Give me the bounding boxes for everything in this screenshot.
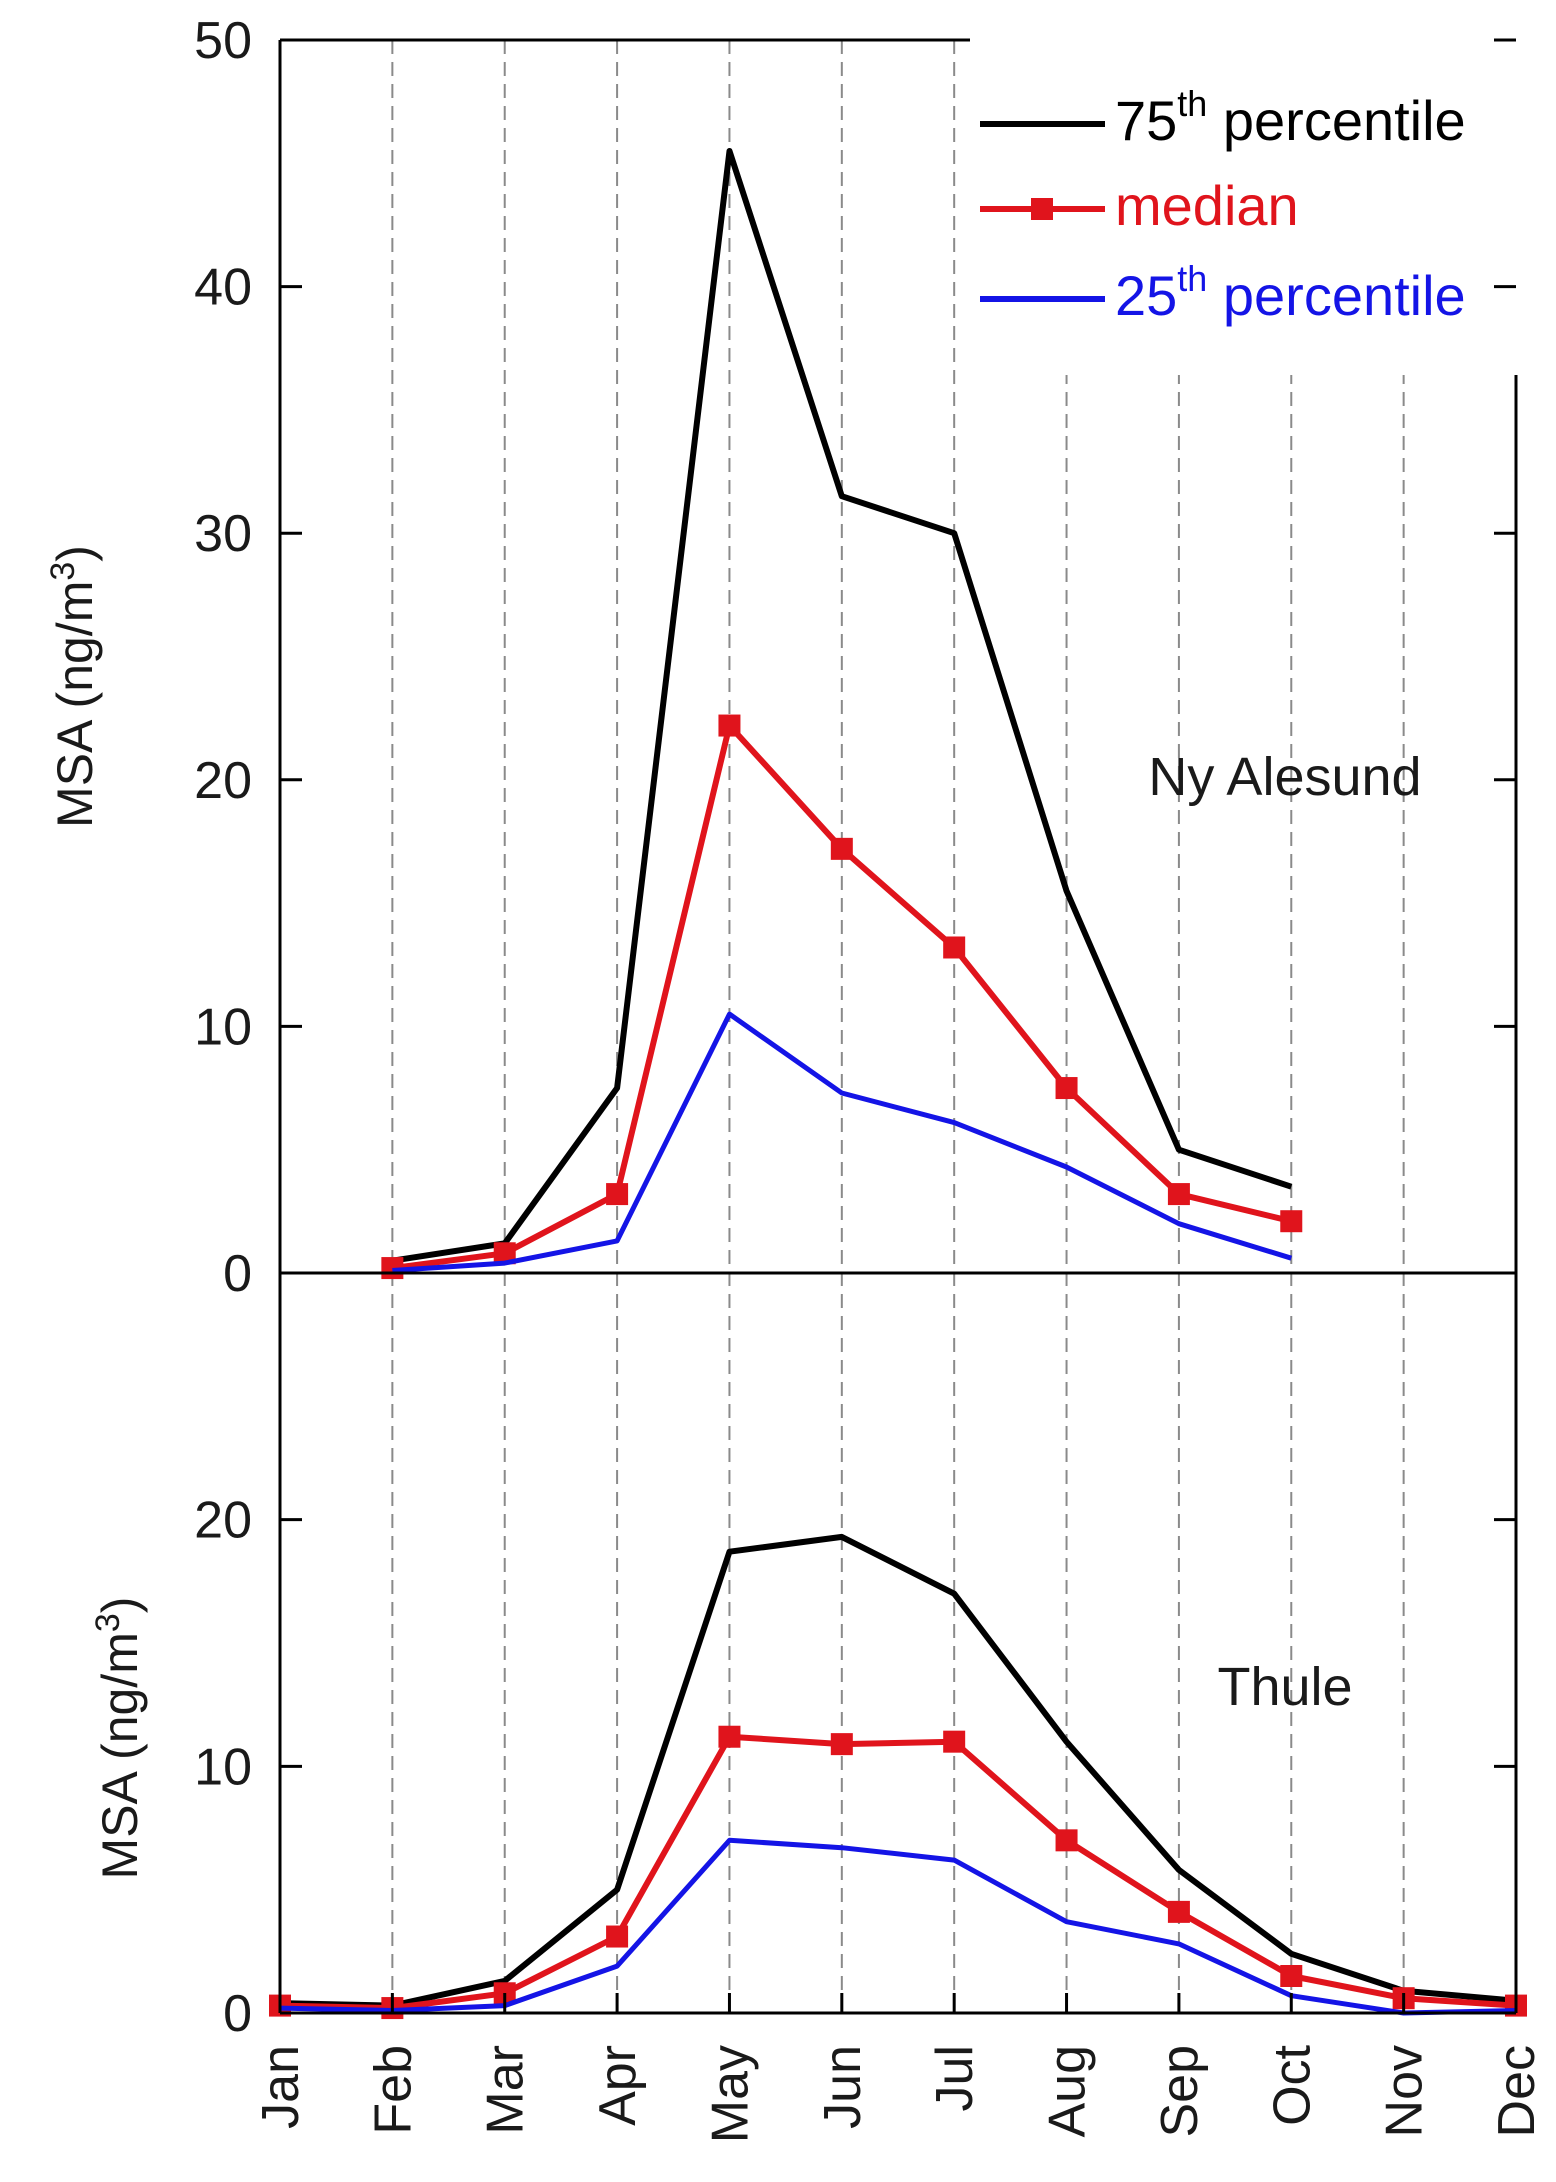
legend-label-p75: 75th percentile (1115, 83, 1466, 152)
thule-median-marker-jul (943, 1730, 966, 1753)
ny-alesund-median-marker-oct (1280, 1210, 1303, 1233)
month-label-mar: Mar (477, 2045, 535, 2135)
ny-alesund-median-marker-may (718, 714, 741, 737)
thule-y-axis-label: MSA (ng/m3) (89, 1597, 148, 1880)
ny-alesund-median-marker-aug (1055, 1077, 1078, 1100)
thule-p75-line (279, 1533, 1517, 2009)
month-label-feb: Feb (364, 2045, 422, 2135)
month-label-jan: Jan (252, 2045, 310, 2129)
month-label-jul: Jul (926, 2045, 984, 2111)
thule-ytick-label-20: 20 (194, 1492, 252, 1550)
panel-label-ny-alesund: Ny Alesund (1148, 747, 1421, 807)
legend: 75th percentile median 25th percentile (970, 40, 1516, 375)
axes-layer (278, 38, 1518, 2015)
thule-median-line (279, 1733, 1517, 2012)
ny-alesund-p75-line (391, 148, 1293, 1264)
ny-alesund-ytick-label-20: 20 (194, 752, 252, 810)
ny-alesund-ytick-label-50: 50 (194, 12, 252, 70)
ny-alesund-median-marker-jun (830, 837, 853, 860)
ny-alesund-median-marker-sep (1167, 1183, 1190, 1206)
month-label-dec: Dec (1488, 2045, 1546, 2137)
thule-ytick-label-10: 10 (194, 1738, 252, 1796)
series-layer (269, 148, 1527, 2020)
month-label-apr: Apr (589, 2045, 647, 2126)
ny-alesund-y-axis-label: MSA (ng/m3) (44, 545, 103, 828)
month-label-sep: Sep (1151, 2045, 1209, 2138)
thule-ytick-label-0: 0 (223, 1985, 252, 2043)
ny-alesund-median-marker-mar (493, 1242, 516, 1265)
thule-median-marker-sep (1167, 1900, 1190, 1923)
ny-alesund-ytick-label-10: 10 (194, 998, 252, 1056)
month-label-oct: Oct (1263, 2044, 1321, 2125)
thule-p25-line (279, 1837, 1517, 2016)
legend-label-p25: 25th percentile (1115, 258, 1466, 327)
text-layer: 0 10 20 30 40 50 Ny Alesund MSA (ng/m3) 0 10 20 Thu… (44, 12, 1546, 2143)
panel-label-thule: Thule (1217, 1657, 1352, 1717)
thule-median-marker-may (718, 1725, 741, 1748)
legend-marker-median (1031, 198, 1053, 220)
ny-alesund-ytick-label-40: 40 (194, 259, 252, 317)
ny-alesund-median-marker-apr (606, 1183, 629, 1206)
ny-alesund-ytick-label-0: 0 (223, 1245, 252, 1303)
legend-label-median: median (1115, 174, 1299, 237)
thule-median-marker-oct (1280, 1965, 1303, 1987)
thule-median-marker-aug (1055, 1829, 1078, 1852)
thule-median-marker-jun (830, 1733, 853, 1756)
month-label-jun: Jun (814, 2045, 872, 2129)
ny-alesund-median-marker-jul (943, 936, 966, 959)
month-label-nov: Nov (1376, 2045, 1434, 2137)
month-label-aug: Aug (1039, 2045, 1097, 2138)
thule-median-marker-apr (606, 1925, 629, 1948)
ny-alesund-ytick-label-30: 30 (194, 505, 252, 563)
month-label-may: May (701, 2045, 759, 2143)
ny-alesund-p25-line (392, 1011, 1293, 1273)
